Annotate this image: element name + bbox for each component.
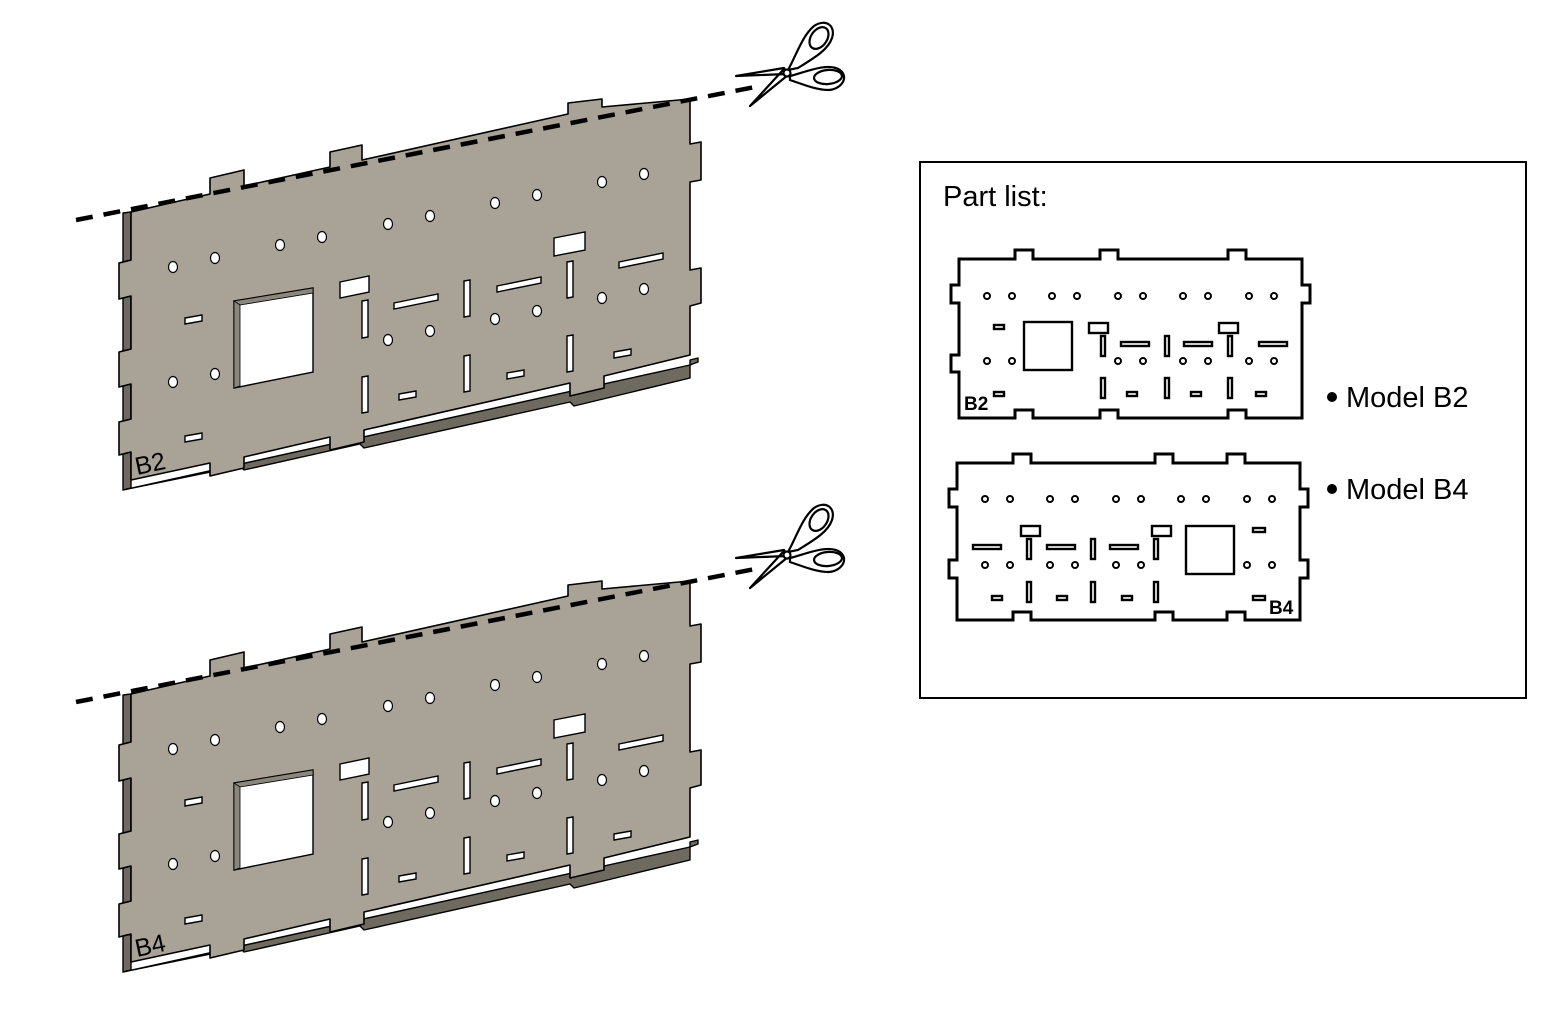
part-label-b2: B2 <box>964 394 988 415</box>
bullet-icon <box>1327 392 1337 402</box>
part-list-title: Part list: <box>943 181 1048 213</box>
model-label-b2: Model B2 <box>1346 382 1469 414</box>
plate-label-b4: B4 <box>132 929 168 963</box>
model-item-b2: Model B2 <box>1327 382 1469 414</box>
cut-line-b2 <box>75 83 761 223</box>
cut-line-b4 <box>75 565 761 705</box>
scissors-icon <box>734 503 846 590</box>
plate-label-b2: B2 <box>132 447 168 481</box>
bullet-icon <box>1327 484 1337 494</box>
part-label-b4: B4 <box>1269 598 1294 619</box>
model-label-b4: Model B4 <box>1346 474 1469 506</box>
plate-b4: B4 <box>75 503 846 973</box>
model-item-b4: Model B4 <box>1327 474 1469 506</box>
part-drawing-b4: B4 <box>947 452 1310 622</box>
scissors-icon <box>734 21 846 108</box>
plate-b2: B2 <box>75 21 846 491</box>
part-drawing-b2: B2 <box>949 248 1312 420</box>
plate-b2-shape <box>118 98 702 491</box>
plate-b4-shape <box>118 580 702 973</box>
part-list-panel: Part list: <box>919 161 1527 699</box>
